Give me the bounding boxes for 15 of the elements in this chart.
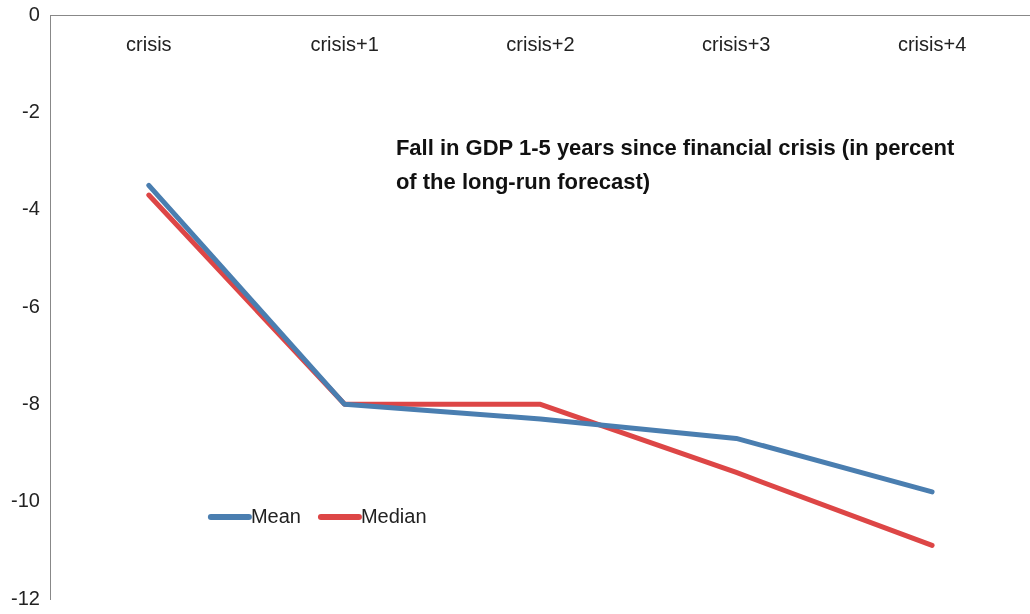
text: Fall in GDP 1-5 years since financial crisis (in percent of the long-run forecast) — [395, 135, 955, 195]
y-tick-label: -12 — [11, 586, 40, 609]
legend-label: Median — [360, 504, 427, 527]
y-tick-label: 0 — [28, 2, 40, 25]
legend-label: Mean — [250, 504, 301, 527]
x-tick-label: crisis+2 — [506, 32, 575, 55]
y-tick-label: -6 — [22, 294, 40, 317]
y-tick-label: -4 — [22, 197, 40, 220]
x-tick-label: crisis+3 — [702, 32, 771, 55]
y-tick-label: -10 — [11, 489, 40, 512]
x-tick-label: crisis+4 — [897, 32, 967, 55]
x-tick-label: crisis — [126, 32, 172, 55]
y-tick-label: -8 — [22, 391, 40, 414]
y-tick-label: -2 — [22, 99, 40, 122]
x-tick-label: crisis+1 — [310, 32, 379, 55]
